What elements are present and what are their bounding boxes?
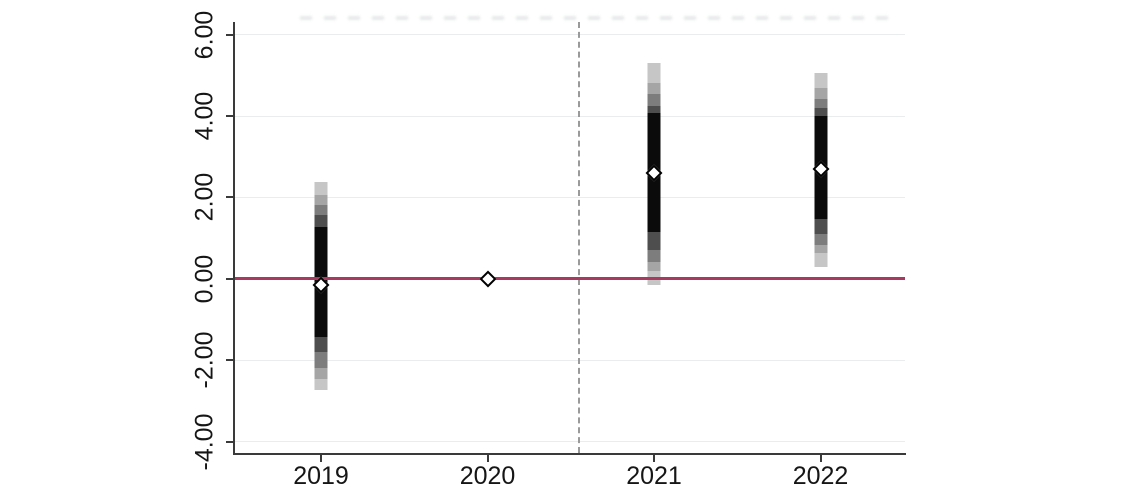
zero-line bbox=[234, 277, 905, 281]
x-tick-label: 2021 bbox=[626, 462, 682, 490]
y-tick-mark bbox=[226, 33, 234, 36]
gridline bbox=[234, 441, 905, 443]
y-tick-label: 2.00 bbox=[190, 173, 219, 222]
gridline bbox=[234, 34, 905, 36]
y-tick-mark bbox=[226, 359, 234, 362]
y-tick-label: 6.00 bbox=[190, 10, 219, 59]
point-estimate-marker bbox=[479, 270, 496, 288]
y-tick-mark bbox=[226, 196, 234, 199]
y-tick-label: -2.00 bbox=[190, 331, 219, 389]
x-tick-mark bbox=[486, 454, 489, 462]
x-tick-mark bbox=[320, 454, 322, 462]
y-tick-label: -4.00 bbox=[190, 413, 219, 471]
y-tick-label: 0.00 bbox=[190, 254, 219, 304]
faint-top-artifact bbox=[300, 16, 900, 20]
gridline bbox=[234, 196, 905, 198]
x-tick-label: 2020 bbox=[459, 462, 516, 490]
x-tick-label: 2022 bbox=[792, 462, 849, 490]
x-axis-line bbox=[233, 453, 906, 455]
gridline bbox=[234, 359, 905, 361]
x-tick-mark bbox=[653, 454, 655, 462]
y-tick-mark bbox=[226, 440, 234, 443]
gridline bbox=[234, 115, 905, 117]
y-tick-mark bbox=[226, 277, 234, 280]
x-tick-mark bbox=[819, 454, 822, 462]
reference-dashed-line bbox=[578, 22, 581, 453]
y-tick-mark bbox=[226, 115, 234, 117]
x-tick-label: 2019 bbox=[293, 462, 349, 490]
y-axis-line bbox=[233, 22, 235, 455]
y-tick-label: 4.00 bbox=[190, 91, 219, 141]
